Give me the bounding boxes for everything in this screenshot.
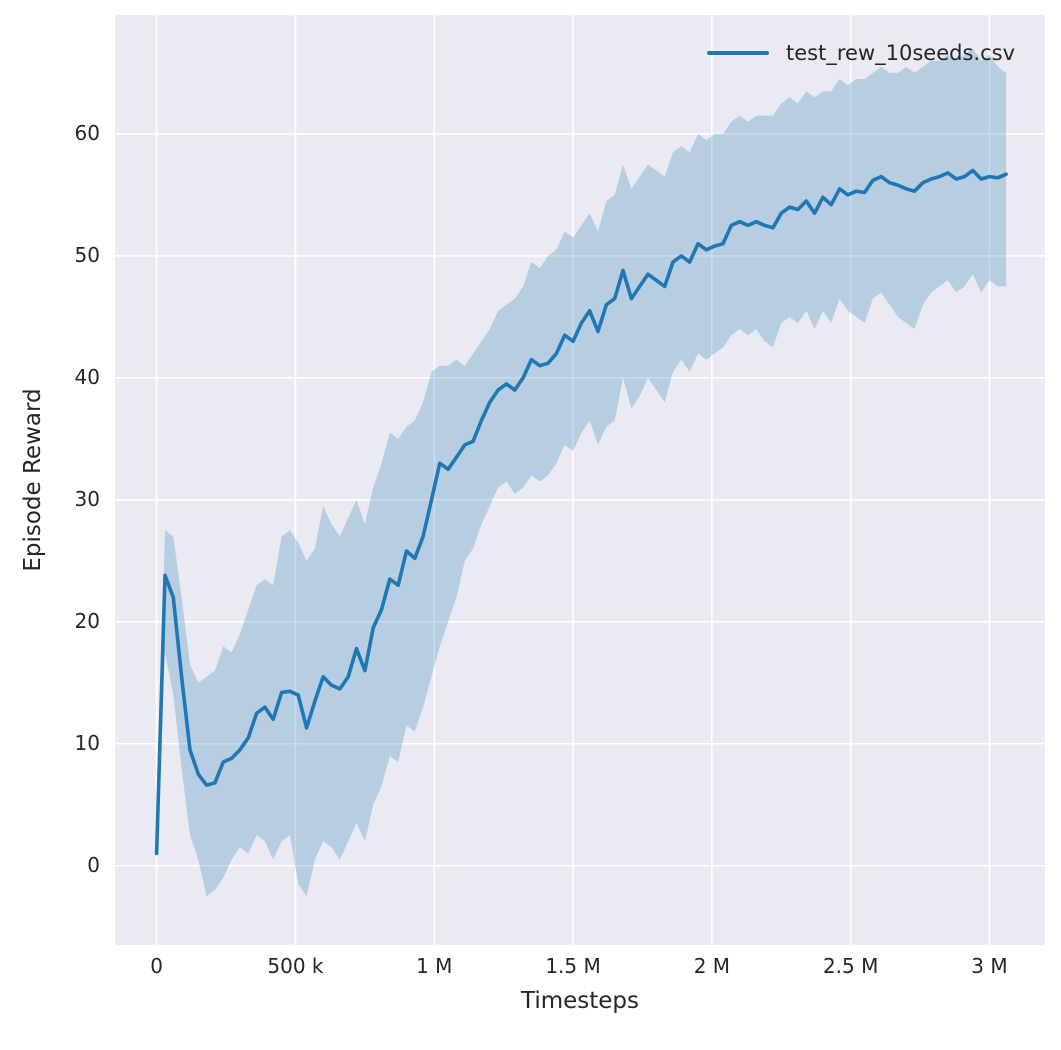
legend-line-swatch (707, 50, 770, 56)
confidence-band (156, 48, 1007, 897)
y-tick-label: 60 (74, 120, 100, 145)
x-axis-label: Timesteps (520, 988, 640, 1014)
y-tick-label: 50 (74, 242, 100, 267)
x-tick-label: 0 (150, 954, 164, 978)
y-axis-label: Episode Reward (20, 388, 46, 572)
x-tick-label: 2 M (693, 954, 731, 978)
x-tick-label: 1 M (416, 954, 453, 978)
mean-reward-line (154, 168, 1008, 856)
legend: test_rew_10seeds.csv (707, 41, 1015, 65)
x-tick-label: 1.5 M (545, 954, 601, 978)
y-tick-label: 40 (74, 364, 100, 389)
y-tick-label: 30 (74, 486, 100, 511)
x-tick-label: 2.5 M (822, 954, 879, 978)
x-tick-label: 500 k (267, 954, 324, 978)
plot-area (115, 15, 1045, 945)
y-tick-label: 20 (74, 608, 100, 633)
y-tick-label: 0 (87, 852, 100, 877)
legend-label: test_rew_10seeds.csv (786, 41, 1015, 65)
y-tick-label: 10 (74, 730, 100, 755)
x-tick-label: 3 M (971, 954, 1008, 978)
